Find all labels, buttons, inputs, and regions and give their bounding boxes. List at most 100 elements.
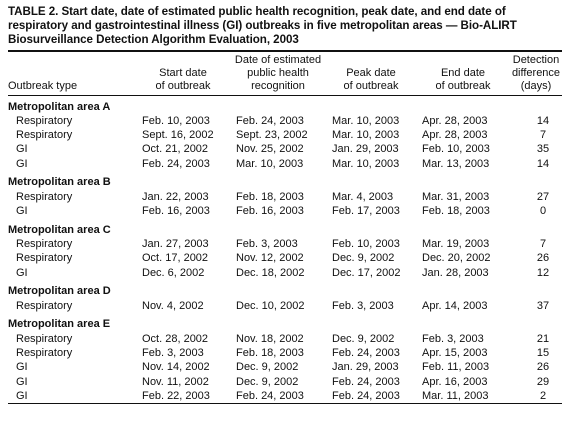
recognition-date-cell: Sept. 23, 2002 — [236, 129, 308, 142]
end-date-cell: Apr. 14, 2003 — [422, 299, 488, 312]
table-row: GI Nov. 11, 2002 Dec. 9, 2002 Feb. 24, 2003… — [8, 374, 562, 388]
detection-difference-cell: 26 — [536, 361, 550, 374]
header-line: public health — [247, 67, 309, 79]
detection-difference-cell: 7 — [539, 238, 547, 251]
header-line: recognition — [251, 80, 305, 92]
header-line: of outbreak — [435, 80, 491, 92]
detection-difference-cell: 26 — [536, 252, 550, 265]
start-date-cell: Dec. 6, 2002 — [142, 266, 205, 279]
peak-date-cell: Mar. 10, 2003 — [332, 157, 400, 170]
header-line: End date — [440, 67, 486, 79]
table-row: Respiratory Sept. 16, 2002 Sept. 23, 2002 M… — [8, 128, 562, 142]
header-line: Peak date — [346, 67, 396, 79]
end-date-cell: Mar. 11, 2003 — [422, 389, 489, 402]
detection-difference-cell: 15 — [536, 347, 550, 360]
outbreak-type-cell: GI — [16, 389, 28, 402]
header-line: Detection — [512, 54, 560, 66]
recognition-date-cell: Dec. 10, 2002 — [236, 299, 305, 312]
group-row: Metropolitan area B — [8, 171, 562, 190]
start-date-cell: Oct. 21, 2002 — [142, 143, 209, 156]
group-row: Metropolitan area E — [8, 313, 562, 332]
table-figure: TABLE 2. Start date, date of estimated p… — [8, 5, 562, 404]
detection-difference-cell: 12 — [536, 266, 550, 279]
end-date-cell: Feb. 10, 2003 — [422, 143, 490, 156]
group-heading: Metropolitan area C — [8, 223, 111, 236]
end-date-cell: Jan. 28, 2003 — [422, 266, 489, 279]
table-row: Respiratory Feb. 3, 2003 Feb. 18, 2003 Feb.… — [8, 346, 562, 360]
start-date-cell: Nov. 4, 2002 — [142, 299, 204, 312]
detection-difference-cell: 14 — [536, 115, 550, 128]
peak-date-cell: Feb. 3, 2003 — [332, 299, 394, 312]
outbreak-type-cell: Respiratory — [16, 332, 73, 345]
recognition-date-cell: Feb. 18, 2003 — [236, 190, 304, 203]
peak-date-cell: Mar. 10, 2003 — [332, 129, 400, 142]
start-date-cell: Sept. 16, 2002 — [142, 129, 214, 142]
outbreak-type-cell: Respiratory — [16, 347, 73, 360]
detection-difference-cell: 0 — [539, 205, 547, 218]
group-heading: Metropolitan area B — [8, 176, 111, 189]
header-line: Outbreak type — [8, 80, 78, 92]
table-body: Metropolitan area A Respiratory Feb. 10, 2… — [8, 96, 562, 404]
recognition-date-cell: Feb. 18, 2003 — [236, 347, 304, 360]
end-date-cell: Feb. 18, 2003 — [422, 205, 490, 218]
peak-date-cell: Dec. 17, 2002 — [332, 266, 401, 279]
header-start-date: Start date of outbreak — [136, 52, 230, 96]
outbreak-type-cell: Respiratory — [16, 238, 73, 251]
table-row: GI Oct. 21, 2002 Nov. 25, 2002 Jan. 29, 200… — [8, 142, 562, 156]
outbreak-table: Outbreak type Start date of outbreak Date o… — [8, 52, 562, 404]
header-line: Date of estimated — [234, 54, 322, 66]
table-row: GI Feb. 24, 2003 Mar. 10, 2003 Mar. 10, 200… — [8, 157, 562, 171]
table-title: TABLE 2. Start date, date of estimated p… — [8, 5, 517, 46]
outbreak-type-cell: Respiratory — [16, 299, 73, 312]
group-row: Metropolitan area A — [8, 96, 562, 115]
end-date-cell: Mar. 31, 2003 — [422, 190, 490, 203]
start-date-cell: Feb. 3, 2003 — [142, 347, 204, 360]
detection-difference-cell: 21 — [536, 332, 550, 345]
header-line: Start date — [159, 67, 207, 79]
recognition-date-cell: Nov. 12, 2002 — [236, 252, 304, 265]
start-date-cell: Oct. 17, 2002 — [142, 252, 209, 265]
header-end-date: End date of outbreak — [416, 52, 510, 96]
outbreak-type-cell: GI — [16, 143, 28, 156]
start-date-cell: Oct. 28, 2002 — [142, 332, 209, 345]
recognition-date-cell: Dec. 9, 2002 — [236, 375, 299, 388]
detection-difference-cell: 14 — [536, 157, 550, 170]
end-date-cell: Mar. 19, 2003 — [422, 238, 490, 251]
recognition-date-cell: Feb. 24, 2003 — [236, 115, 304, 128]
outbreak-type-cell: Respiratory — [16, 252, 73, 265]
table-row: GI Nov. 14, 2002 Dec. 9, 2002 Jan. 29, 2003… — [8, 360, 562, 374]
end-date-cell: Apr. 16, 2003 — [422, 375, 488, 388]
peak-date-cell: Mar. 4, 2003 — [332, 190, 394, 203]
start-date-cell: Nov. 14, 2002 — [142, 361, 210, 374]
recognition-date-cell: Feb. 16, 2003 — [236, 205, 304, 218]
peak-date-cell: Feb. 10, 2003 — [332, 238, 400, 251]
table-row: Respiratory Oct. 17, 2002 Nov. 12, 2002 Dec… — [8, 251, 562, 265]
end-date-cell: Apr. 15, 2003 — [422, 347, 488, 360]
end-date-cell: Apr. 28, 2003 — [422, 129, 488, 142]
detection-difference-cell: 7 — [539, 129, 547, 142]
peak-date-cell: Feb. 24, 2003 — [332, 347, 400, 360]
table-row: Respiratory Feb. 10, 2003 Feb. 24, 2003 Mar… — [8, 114, 562, 128]
detection-difference-cell: 27 — [536, 190, 550, 203]
outbreak-type-cell: GI — [16, 375, 28, 388]
outbreak-type-cell: Respiratory — [16, 190, 73, 203]
outbreak-type-cell: GI — [16, 157, 28, 170]
group-heading: Metropolitan area E — [8, 318, 111, 331]
header-line: of outbreak — [155, 80, 211, 92]
end-date-cell: Mar. 13, 2003 — [422, 157, 490, 170]
recognition-date-cell: Feb. 24, 2003 — [236, 389, 304, 402]
peak-date-cell: Feb. 24, 2003 — [332, 375, 400, 388]
start-date-cell: Jan. 27, 2003 — [142, 238, 209, 251]
table-row: Respiratory Jan. 22, 2003 Feb. 18, 2003 Mar… — [8, 190, 562, 204]
peak-date-cell: Feb. 24, 2003 — [332, 389, 400, 402]
recognition-date-cell: Dec. 18, 2002 — [236, 266, 305, 279]
recognition-date-cell: Nov. 18, 2002 — [236, 332, 304, 345]
group-heading: Metropolitan area A — [8, 100, 111, 113]
end-date-cell: Feb. 3, 2003 — [422, 332, 484, 345]
table-row: Respiratory Nov. 4, 2002 Dec. 10, 2002 Feb.… — [8, 299, 562, 313]
peak-date-cell: Dec. 9, 2002 — [332, 332, 395, 345]
recognition-date-cell: Feb. 3, 2003 — [236, 238, 298, 251]
start-date-cell: Feb. 24, 2003 — [142, 157, 210, 170]
header-outbreak-type: Outbreak type — [8, 52, 136, 96]
recognition-date-cell: Nov. 25, 2002 — [236, 143, 304, 156]
